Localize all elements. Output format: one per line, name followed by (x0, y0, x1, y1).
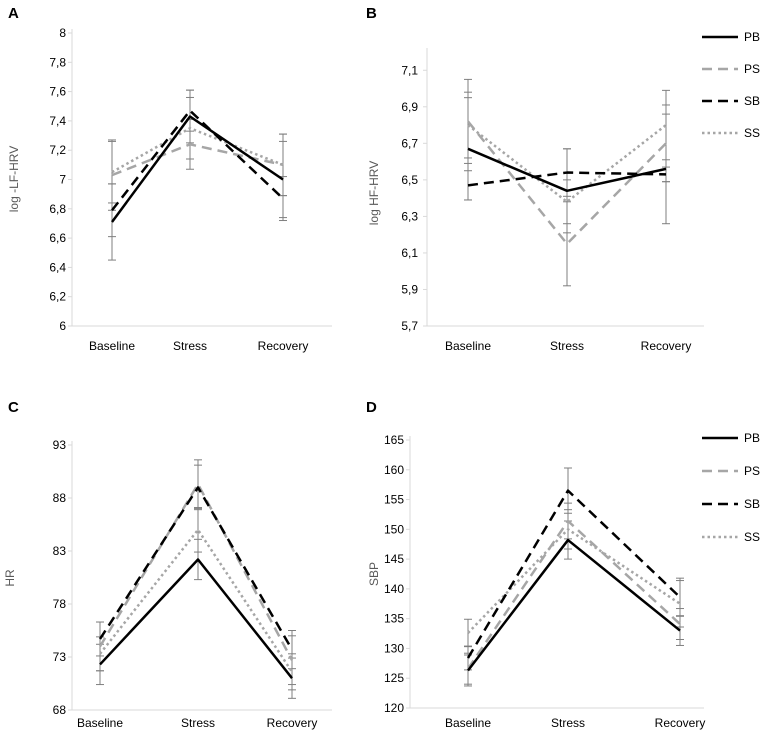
series-line-ss (467, 528, 681, 634)
x-tick-label: Baseline (89, 339, 135, 353)
x-tick-label: Recovery (641, 339, 692, 353)
legend-label-ss: SS (744, 530, 760, 544)
legend-label-ss: SS (744, 126, 760, 140)
y-tick-label: 140 (384, 582, 404, 596)
series-line-sb (467, 171, 667, 187)
y-tick-label: 150 (384, 522, 404, 536)
y-tick-label: 68 (53, 703, 67, 717)
x-tick-label: Baseline (77, 716, 123, 730)
y-tick-label: 6,4 (49, 260, 66, 274)
y-tick-label: 160 (384, 463, 404, 477)
series-line-pb (467, 538, 681, 672)
y-tick-label: 135 (384, 612, 404, 626)
x-tick-label: Stress (173, 339, 207, 353)
y-tick-label: 88 (53, 491, 67, 505)
y-tick-label: 93 (53, 438, 67, 452)
y-tick-label: 120 (384, 701, 404, 715)
series-line-pb (467, 147, 667, 193)
series-line-ps (111, 143, 284, 177)
y-tick-label: 8 (59, 26, 66, 40)
panel-label: A (8, 5, 19, 22)
series-line-sb (466, 489, 681, 659)
x-tick-label: Baseline (445, 716, 491, 730)
y-tick-label: 6,5 (401, 173, 418, 187)
y-tick-label: 6,8 (49, 202, 66, 216)
y-tick-label: 6,1 (401, 246, 418, 260)
x-tick-label: Stress (181, 716, 215, 730)
legend-label-sb: SB (744, 94, 760, 108)
series-line-ps (466, 519, 681, 670)
legend-label-ps: PS (744, 464, 760, 478)
y-tick-label: 5,7 (401, 319, 418, 333)
legend-label-pb: PB (744, 431, 760, 445)
series-line-ps (98, 482, 294, 661)
y-tick-label: 6,7 (401, 136, 418, 150)
y-axis-label: HR (3, 569, 17, 587)
y-tick-label: 78 (53, 597, 67, 611)
y-tick-label: 6,6 (49, 231, 66, 245)
chart-panel-c: C 68 73 78 83 88 93 HR Baseline Stress Recovery (3, 399, 332, 730)
y-tick-label: 6,3 (401, 209, 418, 223)
x-tick-label: Recovery (267, 716, 318, 730)
x-tick-label: Recovery (258, 339, 309, 353)
legend-label-pb: PB (744, 30, 760, 44)
legend-label-ps: PS (744, 62, 760, 76)
x-tick-label: Recovery (655, 716, 706, 730)
chart-panel-b: B 5,7 5,9 6,1 6,3 6,5 6,7 6,9 7,1 log HF-HRV Basel… (366, 5, 760, 353)
y-tick-label: 6,9 (401, 100, 418, 114)
y-tick-label: 5,9 (401, 282, 418, 296)
y-tick-label: 7,2 (49, 143, 66, 157)
y-tick-label: 145 (384, 552, 404, 566)
series-line-pb (110, 115, 284, 223)
y-tick-label: 7,1 (401, 63, 418, 77)
panel-label: B (366, 5, 377, 22)
x-tick-label: Baseline (445, 339, 491, 353)
y-tick-label: 7,6 (49, 85, 66, 99)
y-tick-label: 83 (53, 544, 67, 558)
y-tick-label: 125 (384, 671, 404, 685)
panel-label: D (366, 399, 377, 416)
y-tick-label: 155 (384, 493, 404, 507)
series-line-ss (111, 126, 284, 174)
chart-panel-a: A 6 6,2 6,4 6,6 6,8 7 7,2 7,4 7,6 7,8 8 log -LF-HRV B… (7, 5, 332, 353)
y-tick-label: 7,8 (49, 55, 66, 69)
series-line-sb (111, 109, 284, 212)
chart-panel-d: D 120 125 130 135 140 145 150 155 160 165 SBP Baseli… (366, 399, 760, 730)
y-tick-label: 165 (384, 433, 404, 447)
y-tick-label: 73 (53, 650, 67, 664)
legend-label-sb: SB (744, 497, 760, 511)
y-tick-label: 7 (59, 173, 66, 187)
y-tick-label: 130 (384, 641, 404, 655)
y-axis-label: log -LF-HRV (7, 146, 21, 212)
y-tick-label: 6,2 (49, 290, 66, 304)
panel-label: C (8, 399, 19, 416)
series-line-ss (99, 528, 294, 673)
y-tick-label: 7,4 (49, 114, 66, 128)
x-tick-label: Stress (551, 716, 585, 730)
y-axis-label: log HF-HRV (367, 161, 381, 225)
series-line-pb (99, 558, 293, 679)
x-tick-label: Stress (550, 339, 584, 353)
series-line-sb (98, 486, 294, 651)
y-tick-label: 6 (59, 319, 66, 333)
y-axis-label: SBP (367, 562, 381, 586)
